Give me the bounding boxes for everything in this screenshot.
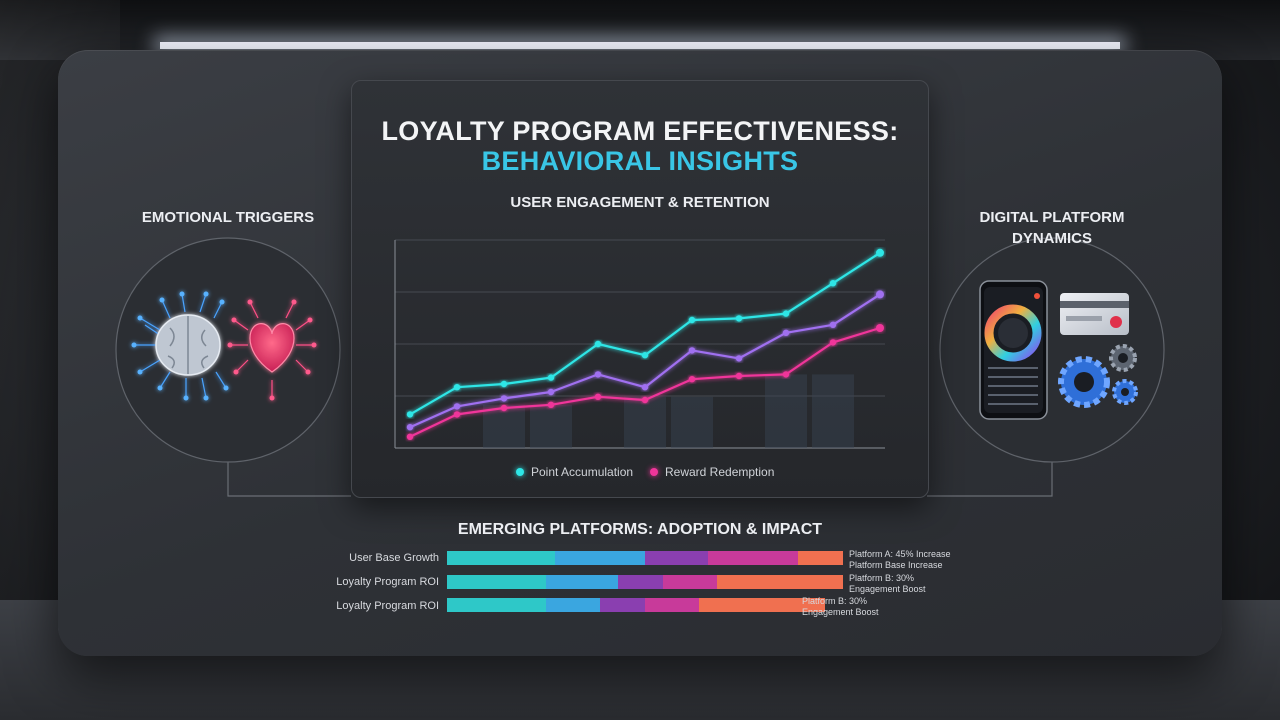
bar-1-segment-4 <box>708 551 798 565</box>
series-1-point-1 <box>406 411 414 418</box>
gears-icon <box>1058 344 1138 408</box>
legend-item-reward: Reward Redemption <box>650 465 774 479</box>
series-3-point-11 <box>876 324 884 332</box>
series-2-point-4 <box>547 388 555 396</box>
bar-3-segment-1 <box>447 598 546 612</box>
bar-note-2: Platform B: 30% Engagement Boost <box>849 573 926 595</box>
series-1-point-5 <box>594 340 602 348</box>
legend-label-reward: Reward Redemption <box>665 465 775 479</box>
series-2-point-11 <box>876 290 884 299</box>
background-column-6 <box>812 374 854 448</box>
bar-note-2-line1: Platform B: 30% <box>849 573 915 583</box>
left-circle <box>115 237 341 463</box>
series-1-point-10 <box>829 280 837 287</box>
series-2-point-8 <box>735 355 743 362</box>
bar-note-2-line2: Engagement Boost <box>849 584 926 594</box>
series-3-point-2 <box>453 411 461 418</box>
bar-1-segment-1 <box>447 551 555 565</box>
series-3-point-1 <box>406 433 414 440</box>
series-2-point-10 <box>829 321 837 328</box>
legend-label-point: Point Accumulation <box>531 465 634 479</box>
background-column-2 <box>530 404 572 448</box>
heart-icon <box>227 299 317 401</box>
legend-swatch-cyan <box>516 468 524 476</box>
series-3-point-9 <box>782 371 790 378</box>
series-2-point-6 <box>641 384 649 391</box>
series-2-point-2 <box>453 403 461 410</box>
series-1-point-9 <box>782 310 790 317</box>
series-1-point-3 <box>500 380 508 388</box>
credit-card-icon <box>1060 293 1129 335</box>
bar-2-segment-3 <box>618 575 663 589</box>
bar-note-3: Platform B: 30% Engagement Boost <box>802 596 879 618</box>
background-column-1 <box>483 404 525 448</box>
bar-3-segment-4 <box>645 598 699 612</box>
digital-platform-title-2: DYNAMICS <box>1011 230 1092 247</box>
series-1-point-7 <box>688 316 696 324</box>
bar-1-segment-2 <box>555 551 645 565</box>
brain-icon <box>131 291 229 401</box>
background-column-5 <box>765 374 807 448</box>
legend-item-point: Point Accumulation <box>516 465 633 479</box>
series-2-point-7 <box>688 347 696 354</box>
bars-title: EMERGING PLATFORMS: ADOPTION & IMPACT <box>457 521 823 538</box>
bar-note-1-line1: Platform A: 45% Increase <box>849 549 951 559</box>
series-3-point-10 <box>829 339 837 346</box>
smartphone-icon <box>979 280 1048 420</box>
bar-3-segment-5 <box>699 598 825 612</box>
bar-1-segment-3 <box>645 551 708 565</box>
series-2-point-1 <box>406 424 414 431</box>
series-1-point-11 <box>876 248 884 257</box>
bar-note-1: Platform A: 45% Increase Platform Base I… <box>849 549 951 571</box>
bar-note-3-line1: Platform B: 30% <box>802 596 868 606</box>
chart-card <box>351 80 929 498</box>
background-column-4 <box>671 396 713 448</box>
series-3-point-8 <box>735 372 743 380</box>
page-title: LOYALTY PROGRAM EFFECTIVENESS: <box>381 116 899 146</box>
series-3-point-6 <box>641 396 649 404</box>
series-2-point-3 <box>500 395 508 402</box>
emotional-triggers-title: EMOTIONAL TRIGGERS <box>141 209 315 226</box>
series-1-point-4 <box>547 374 555 381</box>
series-1-point-6 <box>641 352 649 359</box>
series-1-point-2 <box>453 384 461 391</box>
series-3-point-5 <box>594 393 602 400</box>
page-subtitle: BEHAVIORAL INSIGHTS <box>481 146 799 176</box>
chart-title: USER ENGAGEMENT & RETENTION <box>510 194 770 211</box>
bar-1-segment-5 <box>798 551 843 565</box>
bar-label-1: User Base Growth <box>349 552 439 564</box>
bar-2-segment-1 <box>447 575 546 589</box>
series-3-point-7 <box>688 376 696 383</box>
series-2-point-9 <box>782 329 790 336</box>
ceiling-light <box>160 42 1120 49</box>
bar-note-1-line2: Platform Base Increase <box>849 560 943 570</box>
series-2-point-5 <box>594 371 602 378</box>
series-3-point-4 <box>547 401 555 408</box>
bar-2-segment-2 <box>546 575 618 589</box>
digital-platform-title-1: DIGITAL PLATFORM <box>979 209 1125 226</box>
bar-label-3: Loyalty Program ROI <box>336 600 439 612</box>
bar-2-segment-5 <box>717 575 843 589</box>
bar-3-segment-2 <box>546 598 600 612</box>
background-column-3 <box>624 396 666 448</box>
bar-label-2: Loyalty Program ROI <box>336 576 439 588</box>
bar-3-segment-3 <box>600 598 645 612</box>
legend-swatch-pink <box>650 468 658 476</box>
bar-2-segment-4 <box>663 575 717 589</box>
series-1-point-8 <box>735 315 743 322</box>
series-3-point-3 <box>500 404 508 412</box>
bar-note-3-line2: Engagement Boost <box>802 607 879 617</box>
